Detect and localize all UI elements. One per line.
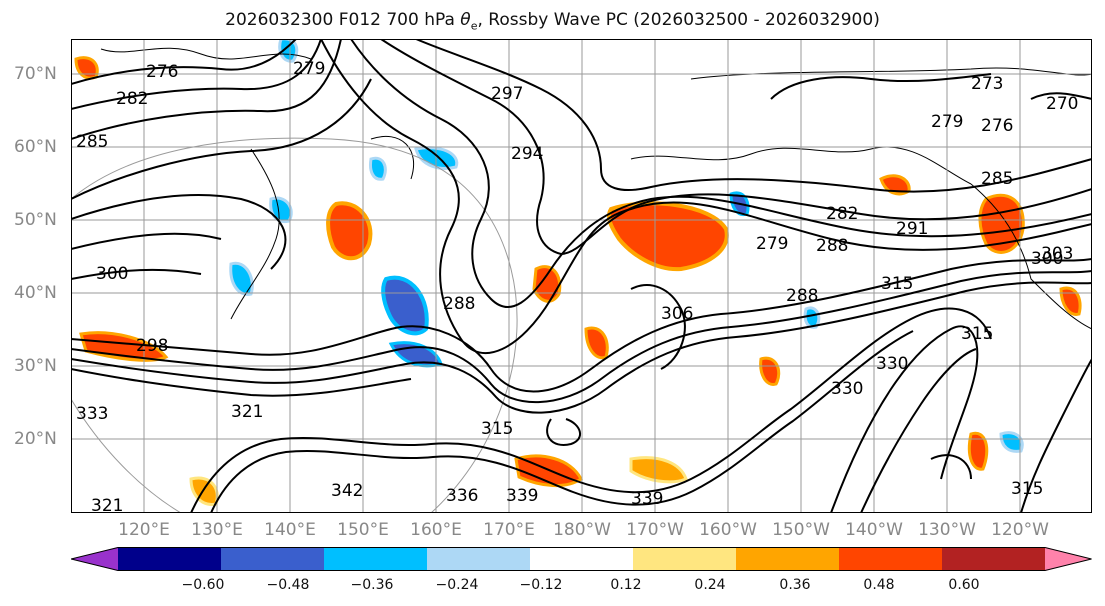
contour-label: 330 (876, 354, 908, 374)
colorbar-segment (71, 547, 118, 571)
contour-label: 285 (981, 169, 1013, 189)
lon-label: 180°W (553, 520, 611, 540)
lon-label: 160°W (699, 520, 757, 540)
contour-label: 315 (481, 419, 513, 439)
contour-label: 321 (231, 402, 263, 422)
contour-label: 288 (816, 236, 848, 256)
map-title: 2026032300 F012 700 hPa θe, Rossby Wave … (225, 10, 880, 33)
lat-label: 30°N (14, 356, 57, 376)
colorbar-segment (942, 547, 1046, 571)
contour-label: 315 (881, 274, 913, 294)
contour-labels: 276 282 285 279 288 297 294 300 273 279 … (76, 59, 1078, 513)
lon-label: 120°W (991, 520, 1049, 540)
colorbar-segment (839, 547, 943, 571)
contour-label: 282 (826, 204, 858, 224)
contour-label: 321 (91, 496, 123, 513)
contour-label: 279 (293, 59, 325, 79)
contour-label: 306 (661, 304, 693, 324)
lon-label: 160°E (410, 520, 462, 540)
contour-label: 276 (146, 62, 178, 82)
contour-label: 342 (331, 481, 363, 501)
colorbar-tick-label: 0.24 (694, 577, 726, 593)
contour-label: 288 (443, 294, 475, 314)
lon-label: 140°W (845, 520, 903, 540)
colorbar-tick-label: −0.12 (519, 577, 563, 593)
map-panel: 276 282 285 279 288 297 294 300 273 279 … (71, 39, 1092, 513)
contour-label: 288 (786, 286, 818, 306)
contour-label: 298 (136, 336, 168, 356)
colorbar-tick-label: −0.36 (350, 577, 394, 593)
contour-label: 300 (1031, 249, 1063, 269)
contour-label: 279 (756, 234, 788, 254)
lat-label: 40°N (14, 283, 57, 303)
contour-label: 339 (631, 489, 663, 509)
colorbar-segment (324, 547, 428, 571)
lon-label: 150°W (772, 520, 830, 540)
colorbar-tick-label: −0.24 (435, 577, 479, 593)
contour-label: 315 (1011, 479, 1043, 499)
colorbar-segment (221, 547, 325, 571)
colorbar-tick-label: −0.60 (181, 577, 225, 593)
contour-label: 330 (831, 379, 863, 399)
contour-label: 336 (446, 486, 478, 506)
colorbar-tick-label: −0.48 (266, 577, 310, 593)
lat-label: 60°N (14, 137, 57, 157)
lat-label: 20°N (14, 429, 57, 449)
colorbar-segment (118, 547, 222, 571)
lon-label: 130°W (918, 520, 976, 540)
lat-label: 70°N (14, 64, 57, 84)
colorbar-tick-label: 0.36 (779, 577, 811, 593)
contour-label: 303 (1041, 244, 1073, 264)
contour-label: 297 (491, 84, 523, 104)
colorbar-segment (633, 547, 737, 571)
contour-label: 276 (981, 116, 1013, 136)
contour-label: 279 (931, 112, 963, 132)
lon-label: 140°E (264, 520, 316, 540)
lon-label: 170°W (626, 520, 684, 540)
colorbar (71, 547, 1092, 571)
lon-label: 120°E (118, 520, 170, 540)
colorbar-segment (530, 547, 634, 571)
contour-label: 315 (961, 324, 993, 344)
contour-label: 300 (96, 264, 128, 284)
lon-label: 170°E (483, 520, 535, 540)
contour-label: 270 (1046, 94, 1078, 114)
lon-label: 130°E (191, 520, 243, 540)
contour-label: 333 (76, 404, 108, 424)
contour-label: 291 (896, 219, 928, 239)
colorbar-tick-label: 0.60 (948, 577, 980, 593)
colorbar-tick-label: 0.48 (863, 577, 895, 593)
lon-label: 150°E (337, 520, 389, 540)
contour-label: 339 (506, 486, 538, 506)
contour-label: 282 (116, 89, 148, 109)
map-frame (71, 39, 1092, 513)
contour-label: 273 (971, 74, 1003, 94)
colorbar-segment (736, 547, 840, 571)
colorbar-segment (427, 547, 531, 571)
theta-e-contours (71, 39, 1092, 513)
graticule (71, 39, 1092, 513)
colorbar-tick-label: 0.12 (610, 577, 642, 593)
lat-label: 50°N (14, 210, 57, 230)
contour-label: 285 (76, 132, 108, 152)
contour-label: 294 (511, 144, 543, 164)
colorbar-segment (1045, 547, 1092, 571)
